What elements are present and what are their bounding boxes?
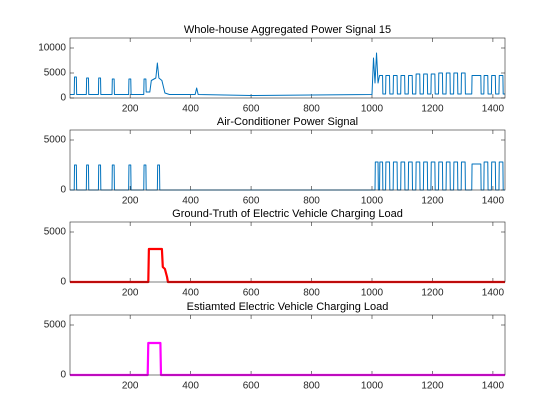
x-tick-label: 1400 bbox=[482, 381, 505, 392]
y-tick-label: 0 bbox=[60, 93, 66, 104]
axes-box bbox=[69, 221, 506, 283]
x-tick-label: 1000 bbox=[361, 104, 384, 115]
x-tick-label: 1400 bbox=[482, 196, 505, 207]
chart-title: Estiamted Electric Vehicle Charging Load bbox=[187, 301, 389, 313]
x-tick-label: 1400 bbox=[482, 104, 505, 115]
x-tick-label: 1400 bbox=[482, 288, 505, 299]
x-tick-label: 1000 bbox=[361, 288, 384, 299]
y-tick-label: 10000 bbox=[38, 43, 66, 54]
axes-box bbox=[69, 37, 506, 99]
y-tick-label: 5000 bbox=[44, 135, 67, 146]
x-tick-label: 1200 bbox=[421, 104, 444, 115]
y-tick-label: 5000 bbox=[44, 227, 67, 238]
axes-background bbox=[70, 315, 505, 375]
x-tick-label: 1200 bbox=[421, 288, 444, 299]
data-line bbox=[70, 52, 505, 96]
x-tick-label: 400 bbox=[182, 381, 199, 392]
x-tick-label: 800 bbox=[303, 196, 320, 207]
x-tick-label: 200 bbox=[122, 381, 139, 392]
x-tick-label: 400 bbox=[182, 288, 199, 299]
axes-box bbox=[69, 129, 506, 191]
x-tick-label: 800 bbox=[303, 381, 320, 392]
x-tick-label: 800 bbox=[303, 288, 320, 299]
x-tick-label: 200 bbox=[122, 288, 139, 299]
axes-background bbox=[70, 222, 505, 282]
x-tick-label: 600 bbox=[243, 104, 260, 115]
axes-background bbox=[70, 130, 505, 190]
x-tick-label: 400 bbox=[182, 196, 199, 207]
axes-box bbox=[69, 314, 506, 376]
chart-title: Whole-house Aggregated Power Signal 15 bbox=[184, 24, 391, 36]
y-tick-label: 5000 bbox=[44, 320, 67, 331]
x-tick-label: 1000 bbox=[361, 196, 384, 207]
axes-background bbox=[70, 38, 505, 98]
y-tick-label: 0 bbox=[60, 185, 66, 196]
y-tick-label: 0 bbox=[60, 277, 66, 288]
x-tick-label: 400 bbox=[182, 104, 199, 115]
x-tick-label: 1200 bbox=[421, 196, 444, 207]
x-tick-label: 1000 bbox=[361, 381, 384, 392]
x-tick-label: 600 bbox=[243, 288, 260, 299]
x-tick-label: 200 bbox=[122, 196, 139, 207]
x-tick-label: 800 bbox=[303, 104, 320, 115]
x-tick-label: 1200 bbox=[421, 381, 444, 392]
y-tick-label: 5000 bbox=[44, 68, 67, 79]
y-tick-label: 0 bbox=[60, 370, 66, 381]
x-tick-label: 600 bbox=[243, 196, 260, 207]
x-tick-label: 600 bbox=[243, 381, 260, 392]
x-tick-label: 200 bbox=[122, 104, 139, 115]
chart-title: Ground-Truth of Electric Vehicle Chargin… bbox=[172, 208, 403, 220]
data-line bbox=[70, 247, 505, 284]
chart-title: Air-Conditioner Power Signal bbox=[217, 116, 358, 128]
